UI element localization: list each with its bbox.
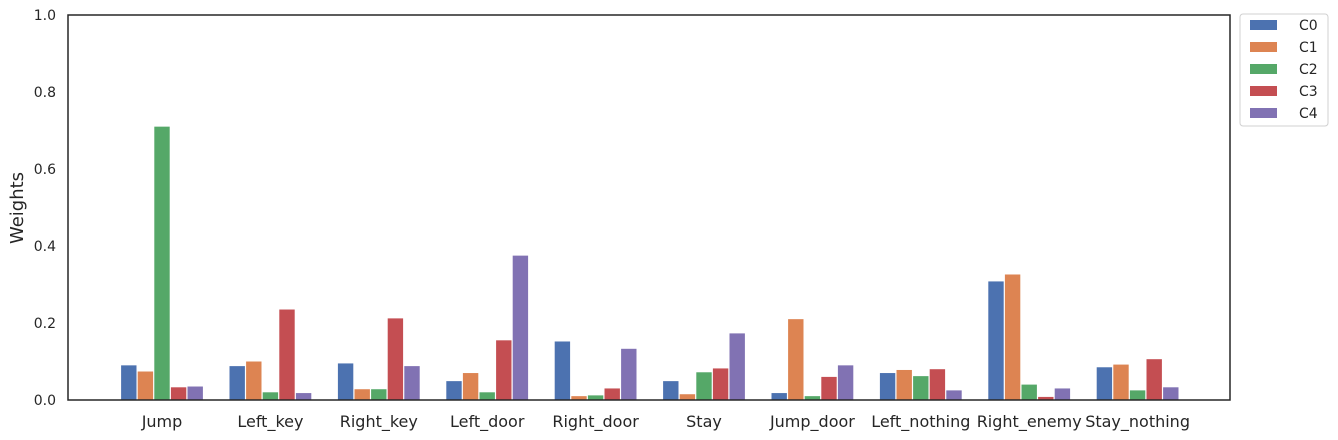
bar-c2-stay-nothing: [1129, 390, 1146, 401]
legend-label-c1: C1: [1299, 40, 1318, 56]
bar-c2-right-door: [587, 395, 604, 400]
y-tick-label: 0.4: [34, 239, 56, 255]
bar-c4-jump-door: [837, 365, 854, 400]
bar-c1-stay-nothing: [1113, 364, 1129, 400]
bar-c1-left-key: [246, 361, 262, 400]
x-tick-label: Right_key: [340, 412, 418, 432]
bar-c3-stay: [712, 368, 729, 400]
legend-label-c0: C0: [1299, 18, 1318, 34]
x-tick-label: Left_nothing: [871, 412, 970, 432]
bar-c1-right-key: [354, 389, 370, 400]
bar-c2-left-door: [479, 392, 495, 400]
bar-c4-jump: [187, 386, 203, 400]
legend-swatch-c2: [1250, 64, 1277, 74]
y-tick-label: 0.8: [34, 85, 56, 101]
legend: C0 C1 C2 C3 C4: [1239, 13, 1329, 127]
bar-c1-right-enemy: [1004, 274, 1021, 400]
x-axis-ticks: Jump Left_key Right_key Left_door Right_door…: [141, 412, 1190, 432]
bars-group: [121, 126, 1179, 401]
bar-c1-jump: [137, 371, 154, 400]
bar-c0-stay: [663, 381, 679, 400]
bar-c2-left-key: [262, 392, 279, 400]
bar-c1-left-nothing: [896, 369, 912, 400]
bar-c3-right-key: [387, 318, 404, 400]
bar-c3-left-door: [496, 340, 512, 400]
y-axis-ticks: 0.0 0.2 0.4 0.6 0.8 1.0: [34, 8, 56, 409]
x-tick-label: Right_door: [552, 412, 639, 432]
y-axis-label: Weights: [7, 172, 28, 244]
legend-swatch-c3: [1250, 86, 1277, 96]
bar-c0-jump: [121, 365, 137, 400]
x-tick-label: Left_door: [450, 412, 525, 432]
bar-c4-right-key: [404, 366, 420, 400]
bar-c0-left-key: [229, 366, 245, 400]
bar-c0-left-door: [446, 381, 462, 400]
bar-c1-stay: [679, 394, 696, 400]
bar-c2-right-enemy: [1021, 384, 1037, 400]
bar-c3-stay-nothing: [1146, 359, 1162, 400]
x-tick-label: Stay_nothing: [1085, 412, 1190, 432]
bar-c3-right-door: [604, 388, 620, 400]
x-tick-label: Stay: [686, 412, 722, 431]
bar-c4-left-door: [512, 255, 529, 401]
bar-c1-left-door: [462, 373, 479, 400]
bar-c0-stay-nothing: [1096, 367, 1113, 400]
bar-c3-left-key: [279, 309, 295, 400]
x-tick-label: Right_enemy: [977, 412, 1082, 432]
y-tick-label: 1.0: [34, 8, 56, 24]
bar-c4-right-enemy: [1054, 388, 1071, 400]
bar-c1-jump-door: [788, 319, 804, 400]
bar-c4-left-nothing: [946, 390, 962, 401]
bar-c1-right-door: [571, 396, 587, 400]
legend-swatch-c4: [1250, 108, 1277, 118]
bar-c2-stay: [696, 372, 712, 400]
legend-swatch-c0: [1250, 20, 1277, 30]
bar-c3-right-enemy: [1038, 396, 1054, 400]
y-tick-label: 0.2: [34, 316, 56, 332]
bar-c3-left-nothing: [929, 369, 946, 400]
bar-c3-jump-door: [821, 376, 837, 400]
bar-c0-right-enemy: [988, 281, 1004, 400]
plot-frame: [67, 14, 1231, 401]
x-tick-label: Jump: [141, 412, 183, 431]
legend-label-c4: C4: [1299, 106, 1318, 122]
bar-c2-jump-door: [804, 396, 821, 400]
x-tick-label: Jump_door: [769, 412, 855, 432]
bar-c4-stay-nothing: [1163, 387, 1179, 400]
bar-c2-right-key: [371, 389, 387, 400]
bar-c0-right-key: [337, 363, 354, 400]
x-tick-label: Left_key: [237, 412, 303, 432]
bar-c2-jump: [154, 126, 170, 401]
y-tick-label: 0.6: [34, 162, 56, 178]
bar-c4-left-key: [295, 393, 312, 400]
bar-c4-stay: [729, 333, 745, 400]
bar-c3-jump: [170, 387, 187, 400]
bar-c0-jump-door: [771, 393, 787, 400]
bar-c2-left-nothing: [913, 376, 929, 400]
bar-c0-right-door: [554, 341, 571, 400]
legend-label-c2: C2: [1299, 62, 1318, 78]
legend-label-c3: C3: [1299, 84, 1318, 100]
y-tick-label: 0.0: [34, 393, 56, 409]
bar-c4-right-door: [621, 348, 637, 400]
legend-swatch-c1: [1250, 42, 1277, 52]
bar-c0-left-nothing: [879, 373, 896, 400]
